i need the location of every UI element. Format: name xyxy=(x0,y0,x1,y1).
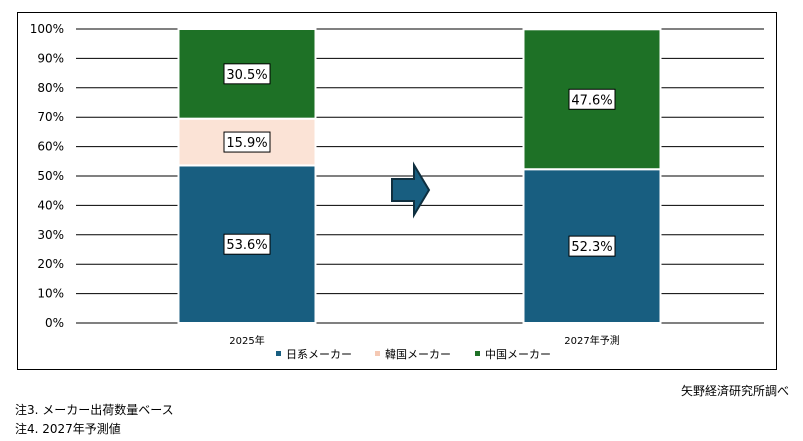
y-tick-label: 60% xyxy=(37,140,64,154)
data-label-box xyxy=(223,131,271,153)
legend-swatch xyxy=(475,351,480,356)
y-tick-label: 80% xyxy=(37,81,64,95)
category-label: 2027年予測 xyxy=(564,334,619,347)
data-label: 53.6% xyxy=(226,238,267,253)
y-tick-label: 20% xyxy=(37,257,64,271)
arrow xyxy=(391,161,431,219)
data-label: 15.9% xyxy=(226,136,267,151)
note-2: 注4. 2027年予測値 xyxy=(15,422,121,436)
data-label-box xyxy=(568,235,616,257)
y-tick-label: 0% xyxy=(45,316,64,330)
category-labels: 2025年 2027年予測 xyxy=(229,334,619,347)
category-label: 2025年 xyxy=(229,334,264,347)
y-tick-label: 70% xyxy=(37,110,64,124)
y-tick-label: 40% xyxy=(37,198,64,212)
y-tick-label: 90% xyxy=(37,51,64,65)
legend-swatch xyxy=(276,351,281,356)
stacked-bar-chart: 0% 10% 20% 30% 40% 50% 60% 70% 80% 90% 100% 53.6% 1… xyxy=(30,22,764,361)
legend: 日系メーカー 韓国メーカー 中国メーカー xyxy=(276,348,551,361)
data-label-box xyxy=(223,63,271,85)
source-credit: 矢野経済研究所調べ xyxy=(680,384,789,398)
chart-frame: 0% 10% 20% 30% 40% 50% 60% 70% 80% 90% 100% 53.6% 1… xyxy=(17,12,777,370)
legend-entry: 韓国メーカー xyxy=(385,348,451,361)
arrow-icon xyxy=(391,161,431,219)
data-label-box xyxy=(223,233,271,255)
y-axis-tick-labels: 0% 10% 20% 30% 40% 50% 60% 70% 80% 90% 100% xyxy=(30,22,64,330)
y-tick-label: 50% xyxy=(37,169,64,183)
legend-entry: 中国メーカー xyxy=(485,348,551,361)
data-label: 52.3% xyxy=(571,240,612,255)
notes: 注3. メーカー出荷数量ベース 注4. 2027年予測値 xyxy=(15,401,174,439)
note-1: 注3. メーカー出荷数量ベース xyxy=(15,403,174,417)
data-label: 30.5% xyxy=(226,68,267,83)
y-tick-label: 100% xyxy=(30,22,64,36)
data-label-box xyxy=(568,88,616,110)
y-tick-label: 10% xyxy=(37,287,64,301)
bars: 53.6% 15.9% 30.5% 52.3% 47.6% xyxy=(177,28,662,324)
legend-entry: 日系メーカー xyxy=(286,348,352,361)
y-tick-label: 30% xyxy=(37,228,64,242)
data-label: 47.6% xyxy=(571,93,612,108)
legend-swatch xyxy=(375,351,380,356)
